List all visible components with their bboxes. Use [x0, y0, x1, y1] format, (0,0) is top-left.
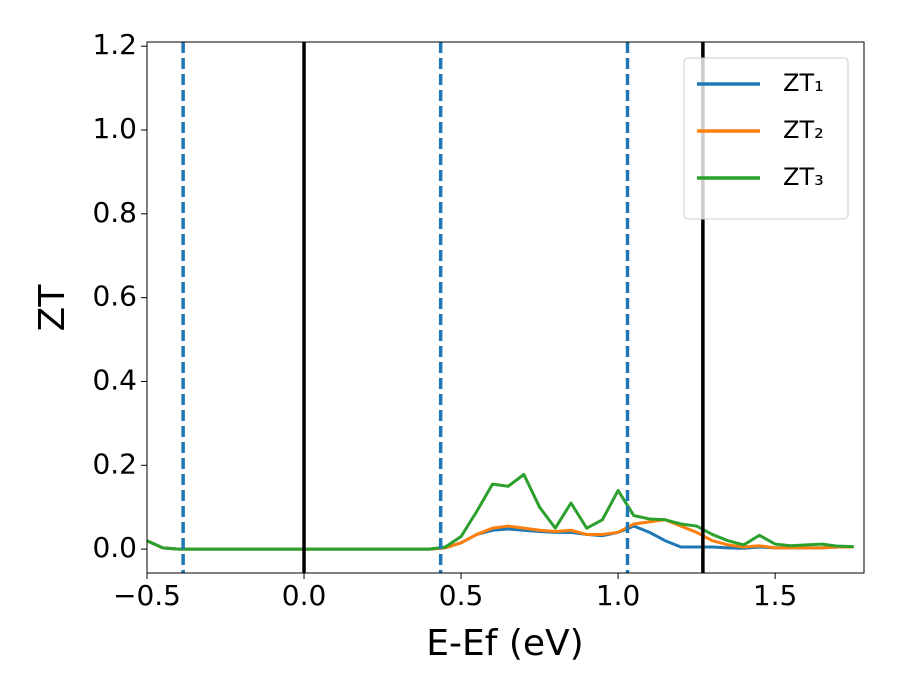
x-axis-label: E-Ef (eV) [426, 623, 583, 664]
y-tick-label: 0.0 [92, 531, 137, 564]
legend-label: ZT₂ [783, 116, 824, 144]
legend-label: ZT₃ [783, 163, 824, 191]
plot-frame [146, 41, 865, 574]
x-tick-label: 1.5 [753, 579, 798, 612]
y-tick-label: 0.4 [92, 363, 137, 396]
x-tick-label: 1.0 [596, 579, 641, 612]
legend: ZT₁ ZT₂ ZT₃ [683, 57, 849, 220]
x-tick-label: −0.5 [113, 579, 181, 612]
x-tick-label: 0.5 [439, 579, 484, 612]
legend-label: ZT₁ [783, 69, 824, 97]
series-line [147, 518, 854, 551]
y-tick-label: 1.0 [92, 112, 137, 145]
y-tick-label: 0.6 [92, 280, 137, 313]
x-tick-label: 0.0 [282, 579, 327, 612]
y-tick-label: 1.2 [92, 28, 137, 61]
y-tick-label: 0.8 [92, 196, 137, 229]
y-tick-label: 0.2 [92, 447, 137, 480]
y-axis-label: ZT [32, 284, 73, 332]
series-line [147, 473, 854, 551]
